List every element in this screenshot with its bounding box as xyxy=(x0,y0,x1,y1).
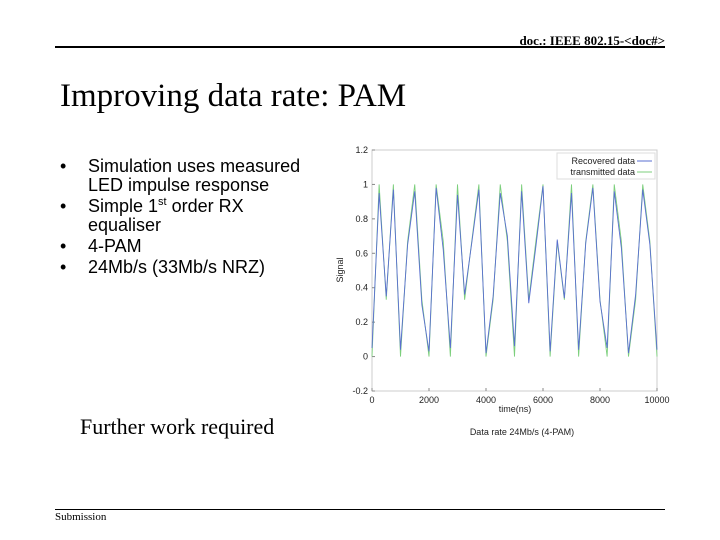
legend-label: Recovered data xyxy=(571,156,635,166)
y-tick-label: 1 xyxy=(363,179,368,189)
bullet: Simple 1st order RX equaliser xyxy=(58,197,318,235)
y-tick-label: -0.2 xyxy=(352,386,368,396)
y-tick-label: 0.8 xyxy=(355,214,368,224)
data-line xyxy=(371,186,658,354)
doc-header: doc.: IEEE 802.15-<doc#> xyxy=(519,33,665,48)
header-rule xyxy=(55,46,665,48)
caption: Data rate 24Mb/s (4-PAM) xyxy=(470,427,574,437)
bullet-text: order RX equaliser xyxy=(88,196,244,235)
bullet-text: Simple 1 xyxy=(88,196,159,216)
bullet: Simulation uses measured LED impulse res… xyxy=(58,157,318,195)
superscript: st xyxy=(158,196,167,208)
y-tick-label: 0.4 xyxy=(355,283,368,293)
bullet-text: 24Mb/s (33Mb/s NRZ) xyxy=(88,257,266,277)
y-tick-label: 0.6 xyxy=(355,248,368,258)
bullet: 24Mb/s (33Mb/s NRZ) xyxy=(58,257,318,278)
note: Further work required xyxy=(80,414,275,439)
legend-label: transmitted data xyxy=(570,167,635,177)
x-tick-label: 4000 xyxy=(476,395,496,405)
legend-box xyxy=(556,152,656,180)
footer-rule xyxy=(55,509,665,510)
y-axis-label: Signal xyxy=(335,257,345,282)
y-tick-label: 0.2 xyxy=(355,317,368,327)
x-tick-label: 0 xyxy=(369,395,374,405)
bullet-text: Simulation uses measured LED impulse res… xyxy=(88,156,301,195)
bullet: 4-PAM xyxy=(58,236,318,257)
chart: Signal time(ns) Data rate 24Mb/s (4-PAM)… xyxy=(335,145,670,437)
bullet-text: 4-PAM xyxy=(88,236,142,256)
x-tick-label: 6000 xyxy=(533,395,553,405)
x-tick-label: 2000 xyxy=(419,395,439,405)
y-tick-label: 0 xyxy=(363,352,368,362)
footer: Submission xyxy=(55,511,107,523)
x-tick-label: 10000 xyxy=(644,395,669,405)
slide-title: Improving data rate: PAM xyxy=(60,78,407,114)
x-tick-label: 8000 xyxy=(590,395,610,405)
bullet-list: Simulation uses measured LED impulse res… xyxy=(58,157,318,279)
y-tick-label: 1.2 xyxy=(355,145,368,155)
x-axis-label: time(ns) xyxy=(499,404,532,414)
